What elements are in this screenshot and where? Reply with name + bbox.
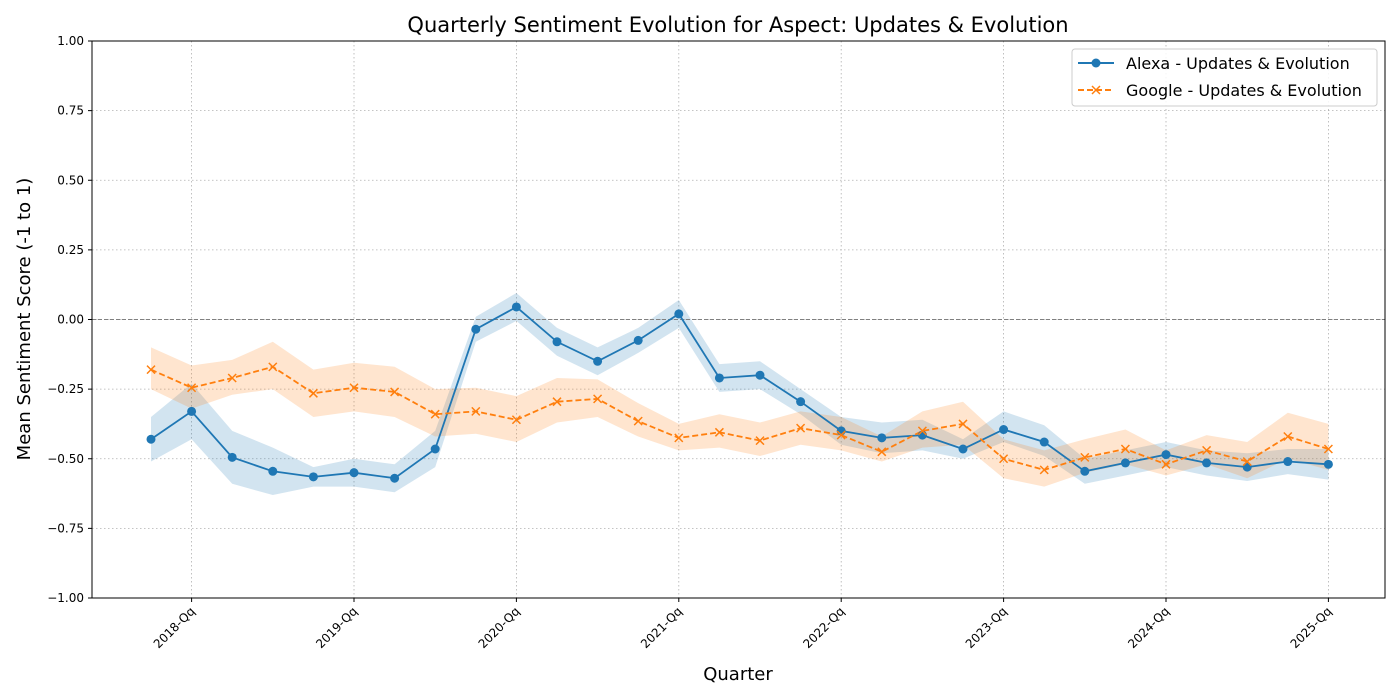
series-markers (146, 302, 1333, 483)
data-point-alexa (227, 452, 237, 462)
data-point-alexa (268, 466, 278, 476)
data-point-google (308, 388, 318, 398)
data-point-alexa (1202, 458, 1212, 468)
y-tick-label: 0.75 (57, 104, 84, 118)
chart-title: Quarterly Sentiment Evolution for Aspect… (407, 13, 1068, 37)
data-point-alexa (714, 373, 724, 383)
data-point-alexa (1161, 450, 1171, 460)
data-point-google (146, 365, 156, 375)
legend-marker-alexa (1091, 58, 1101, 68)
data-point-alexa (633, 335, 643, 345)
data-point-google (390, 387, 400, 397)
data-point-google (1039, 465, 1049, 475)
data-point-google (430, 409, 440, 419)
data-point-google (755, 436, 765, 446)
data-point-alexa (1039, 437, 1049, 447)
y-axis-title: Mean Sentiment Score (-1 to 1) (14, 178, 35, 461)
data-point-google (552, 397, 562, 407)
grid (92, 40, 1385, 599)
data-point-alexa (593, 356, 603, 366)
data-point-google (471, 406, 481, 416)
data-point-google (187, 383, 197, 393)
x-tick-label: 2022-Qq (800, 604, 847, 651)
x-axis: 2018-Qq 2019-Qq 2020-Qq 2021-Qq 2022-Qq 2023-… (151, 598, 1335, 651)
legend-marker-google (1091, 85, 1101, 95)
y-tick-label: 0.00 (57, 313, 84, 327)
data-point-google (227, 373, 237, 383)
confidence-bands (151, 293, 1329, 495)
y-axis: −1.00 −0.75 −0.50 −0.25 0.00 0.25 0.50 0.75 1.00 (47, 34, 92, 605)
x-tick-label: 2018-Qq (151, 604, 198, 651)
data-point-alexa (471, 324, 481, 334)
data-point-google (999, 454, 1009, 464)
x-tick-label: 2019-Qq (313, 604, 360, 651)
data-point-google (1323, 444, 1333, 454)
data-point-alexa (755, 370, 765, 380)
data-point-alexa (552, 337, 562, 347)
data-point-google (1283, 431, 1293, 442)
legend-frame (1071, 48, 1378, 107)
x-tick-label: 2020-Qq (476, 604, 523, 651)
data-point-alexa (958, 444, 968, 454)
data-point-google (593, 394, 603, 404)
legend-label-google: Google - Updates & Evolution (1126, 81, 1362, 100)
data-point-google (796, 423, 806, 433)
y-tick-label: 0.25 (57, 243, 84, 257)
data-point-google (1161, 459, 1171, 469)
data-point-google (958, 419, 968, 429)
data-point-alexa (796, 397, 806, 407)
data-point-google (714, 427, 724, 437)
data-point-alexa (1120, 458, 1130, 468)
data-point-alexa (1242, 462, 1252, 472)
data-point-alexa (1283, 457, 1293, 467)
data-point-google (1242, 457, 1252, 467)
data-point-alexa (430, 444, 440, 454)
data-point-alexa (1080, 466, 1090, 476)
y-tick-label: −0.50 (47, 452, 84, 466)
data-point-alexa (999, 425, 1009, 435)
data-point-google (674, 433, 684, 443)
data-point-alexa (511, 302, 521, 312)
data-point-alexa (308, 472, 318, 482)
data-point-alexa (146, 434, 156, 444)
x-tick-label: 2023-Qq (963, 604, 1010, 651)
data-point-google (511, 415, 521, 425)
y-tick-label: 1.00 (57, 34, 84, 48)
data-point-google (917, 426, 927, 436)
confidence-band-google (151, 341, 1329, 487)
confidence-band-alexa (151, 293, 1329, 495)
legend: Alexa - Updates & Evolution Google - Upd… (1071, 48, 1378, 107)
y-tick-label: −1.00 (47, 591, 84, 605)
data-point-google (633, 416, 643, 426)
series-lines (150, 305, 1329, 480)
data-point-google (349, 383, 359, 393)
data-point-alexa (1323, 459, 1333, 469)
series-line-google (150, 365, 1329, 471)
data-point-alexa (877, 433, 887, 443)
y-tick-label: 0.50 (57, 173, 84, 187)
data-point-google (877, 447, 887, 457)
data-point-alexa (674, 309, 684, 319)
data-point-google (1120, 444, 1130, 454)
data-point-google (268, 362, 278, 372)
data-point-google (1080, 452, 1090, 462)
y-tick-label: −0.75 (47, 521, 84, 535)
x-tick-label: 2021-Qq (638, 604, 685, 651)
data-point-google (1202, 445, 1212, 455)
data-point-alexa (390, 473, 400, 483)
x-tick-label: 2025-Qq (1288, 604, 1335, 651)
data-point-google (836, 430, 846, 440)
x-axis-title: Quarter (703, 664, 773, 685)
data-point-alexa (187, 406, 197, 416)
x-tick-label: 2024-Qq (1125, 604, 1172, 651)
series-line-alexa (150, 305, 1329, 480)
data-point-alexa (349, 468, 359, 478)
y-tick-label: −0.25 (47, 382, 84, 396)
legend-label-alexa: Alexa - Updates & Evolution (1126, 54, 1350, 73)
